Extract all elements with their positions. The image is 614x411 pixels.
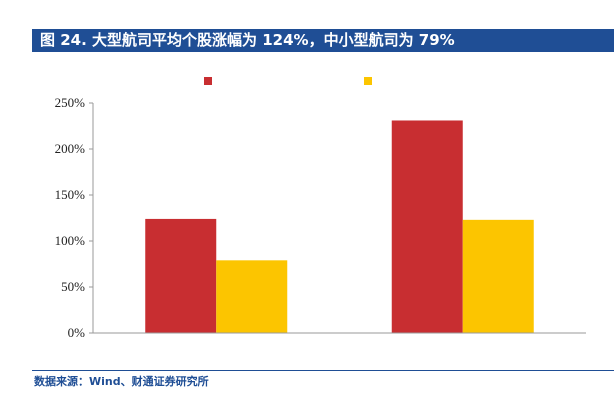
figure-title: 图 24. 大型航司平均个股涨幅为 124%，中小型航司为 79% bbox=[32, 29, 614, 52]
bar-series2-cat2 bbox=[462, 219, 534, 333]
bar-series1-cat2 bbox=[391, 120, 463, 333]
y-axis: 0% 50% 100% 150% 200% 250% bbox=[55, 95, 94, 340]
y-tick-label: 200% bbox=[55, 141, 86, 156]
legend-swatch-2 bbox=[364, 77, 372, 85]
y-tick-label: 50% bbox=[61, 279, 85, 294]
y-tick-label: 150% bbox=[55, 187, 86, 202]
bar-series1-cat1 bbox=[145, 218, 217, 333]
legend-swatch-1 bbox=[204, 77, 212, 85]
source-divider bbox=[32, 370, 614, 371]
bar-series2-cat1 bbox=[216, 260, 288, 333]
bar-chart: 0% 50% 100% 150% 200% 250% bbox=[55, 77, 586, 340]
chart-legend bbox=[204, 77, 372, 85]
y-tick-label: 250% bbox=[55, 95, 86, 110]
bar-group bbox=[145, 120, 534, 333]
y-tick-label: 0% bbox=[68, 325, 86, 340]
source-note: 数据来源：Wind、财通证券研究所 bbox=[34, 375, 209, 388]
y-tick-label: 100% bbox=[55, 233, 86, 248]
